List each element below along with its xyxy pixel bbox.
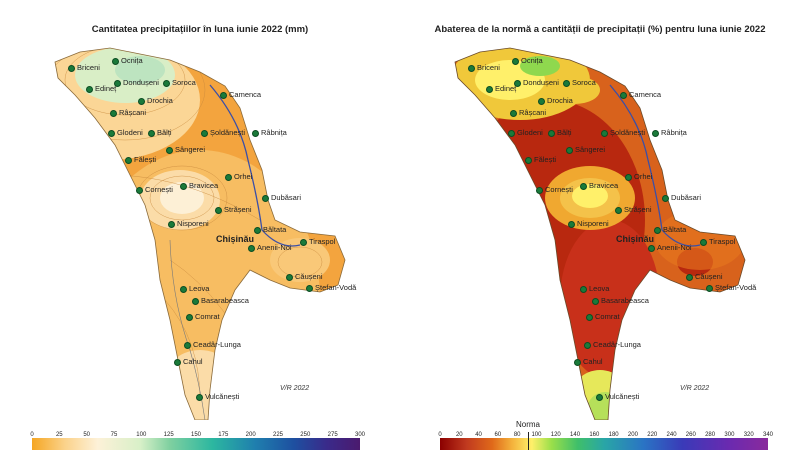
city-singerei-left: Sângerei xyxy=(166,145,205,154)
city-causeni-right: Căușeni xyxy=(686,272,723,281)
city-vulcanesti-right: Vulcănești xyxy=(596,392,639,401)
city-edinet-left: Edineț xyxy=(86,84,116,93)
precipitation-deviation-panel: Abaterea de la normă a cantității de pre… xyxy=(400,0,800,461)
city-chisinau-right: Chișinău xyxy=(616,234,655,244)
city-glodeni-right: Glodeni xyxy=(508,128,543,137)
map-title-left: Cantitatea precipitațiilor în luna iunie… xyxy=(91,24,309,35)
city-nisporeni-right: Nisporeni xyxy=(568,219,609,228)
map-title-right: Abaterea de la normă a cantității de pre… xyxy=(434,24,766,35)
city-straseni-left: Strășeni xyxy=(215,205,252,214)
city-camenca-right: Camenca xyxy=(620,90,661,99)
city-baltata-right: Băltata xyxy=(654,225,686,234)
city-chisinau-left: Chișinău xyxy=(216,234,255,244)
city-straseni-right: Strășeni xyxy=(615,205,652,214)
city-stefan-voda-right: Ștefan-Vodă xyxy=(706,283,756,292)
city-cahul-left: Cahul xyxy=(174,357,203,366)
city-tiraspol-left: Tiraspol xyxy=(300,237,335,246)
city-leova-left: Leova xyxy=(180,284,209,293)
city-causeni-left: Căușeni xyxy=(286,272,323,281)
city-bravicea-left: Bravicea xyxy=(180,181,218,190)
city-briceni-right: Briceni xyxy=(468,63,500,72)
norma-marker xyxy=(528,432,529,450)
city-cahul-right: Cahul xyxy=(574,357,603,366)
city-nisporeni-left: Nisporeni xyxy=(168,219,209,228)
city-vulcanesti-left: Vulcănești xyxy=(196,392,239,401)
city-soroca-left: Soroca xyxy=(163,78,196,87)
city-briceni-left: Briceni xyxy=(68,63,100,72)
deviation-colorbar xyxy=(440,438,768,450)
precipitation-deviation-map xyxy=(454,47,746,420)
precipitation-amount-panel: Cantitatea precipitațiilor în luna iunie… xyxy=(30,24,366,450)
city-basarabeasca-left: Basarabeasca xyxy=(192,296,249,305)
city-cornesti-right: Cornești xyxy=(536,185,573,194)
city-cornesti-left: Cornești xyxy=(136,185,173,194)
map-signature-left: V/R 2022 xyxy=(280,385,310,392)
city-dubasari-left: Dubăsari xyxy=(262,193,301,202)
precipitation-amount-map xyxy=(54,47,346,420)
city-drochia-left: Drochia xyxy=(138,96,173,105)
precipitation-colorbar xyxy=(32,438,360,450)
precipitation-colorbar-ticks: 0 25 50 75 100 125 150 175 200 225 250 2… xyxy=(30,432,366,438)
city-edinet-right: Edineț xyxy=(486,84,516,93)
city-singerei-right: Sângerei xyxy=(566,145,605,154)
city-tiraspol-right: Tiraspol xyxy=(700,237,735,246)
map-signature-right: V/R 2022 xyxy=(680,385,710,392)
city-donduseni-right: Dondușeni xyxy=(514,78,559,87)
city-leova-right: Leova xyxy=(580,284,609,293)
city-ocnita-right: Ocnița xyxy=(512,56,543,65)
city-anenii-noi-left: Anenii-Noi xyxy=(248,243,292,252)
city-donduseni-left: Dondușeni xyxy=(114,78,159,87)
city-stefan-voda-left: Ștefan-Vodă xyxy=(306,283,356,292)
city-ceadir-lunga-right: Ceadâr-Lunga xyxy=(584,340,641,349)
city-ocnita-left: Ocnița xyxy=(112,56,143,65)
city-drochia-right: Drochia xyxy=(538,96,573,105)
city-basarabeasca-right: Basarabeasca xyxy=(592,296,649,305)
city-orhei-right: Orhei xyxy=(625,172,652,181)
city-falesti-right: Fălești xyxy=(525,155,556,164)
city-rascani-right: Râșcani xyxy=(510,108,546,117)
city-comrat-right: Comrat xyxy=(586,312,620,321)
city-dubasari-right: Dubăsari xyxy=(662,193,701,202)
city-camenca-left: Camenca xyxy=(220,90,261,99)
city-bravicea-right: Bravicea xyxy=(580,181,618,190)
city-ceadir-lunga-left: Ceadâr-Lunga xyxy=(184,340,241,349)
city-comrat-left: Comrat xyxy=(186,312,220,321)
city-falesti-left: Fălești xyxy=(125,155,156,164)
city-soroca-right: Soroca xyxy=(563,78,596,87)
city-anenii-noi-right: Anenii-Noi xyxy=(648,243,692,252)
city-ribnita-left: Râbnița xyxy=(252,128,287,137)
city-glodeni-left: Glodeni xyxy=(108,128,143,137)
deviation-colorbar-ticks: 0 20 40 60 80 100 120 140 160 180 200 22… xyxy=(438,432,774,438)
city-balti-right: Bălți xyxy=(548,128,572,137)
city-soldanesti-right: Șoldănești xyxy=(601,128,645,137)
city-baltata-left: Băltata xyxy=(254,225,286,234)
city-orhei-left: Orhei xyxy=(225,172,252,181)
city-rascani-left: Râșcani xyxy=(110,108,146,117)
city-balti-left: Bălți xyxy=(148,128,172,137)
city-soldanesti-left: Șoldănești xyxy=(201,128,245,137)
city-ribnita-right: Râbnița xyxy=(652,128,687,137)
norma-label: Norma xyxy=(515,420,541,429)
